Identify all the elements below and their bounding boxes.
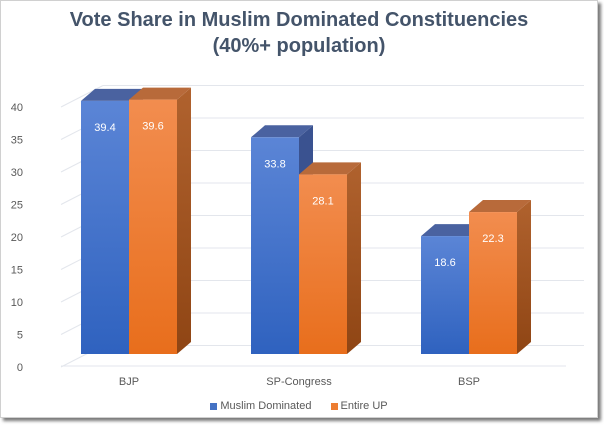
bars: 39.4 39.6 33.8 28.1 18.6 22.3 xyxy=(81,87,531,355)
legend-label: Entire UP xyxy=(340,400,388,412)
y-tick-label: 10 xyxy=(11,297,23,309)
bar-bsp-entire-up[interactable]: 22.3 xyxy=(469,200,531,354)
y-tick-label: 15 xyxy=(11,265,23,277)
data-label: 18.6 xyxy=(434,257,455,269)
legend-item-muslim-dominated[interactable]: Muslim Dominated xyxy=(210,400,311,412)
legend-item-entire-up[interactable]: Entire UP xyxy=(330,400,388,412)
y-tick-label: 0 xyxy=(17,362,23,374)
data-label: 22.3 xyxy=(482,233,503,245)
y-tick-label: 40 xyxy=(11,102,23,114)
data-label: 39.4 xyxy=(94,122,115,134)
legend-swatch-blue xyxy=(210,402,218,410)
y-tick-label: 20 xyxy=(11,232,23,244)
chart-title: Vote Share in Muslim Dominated Constitue… xyxy=(69,9,529,31)
bar-sp-congress-entire-up[interactable]: 28.1 xyxy=(299,162,361,354)
legend-swatch-orange xyxy=(330,402,338,410)
y-tick-label: 35 xyxy=(11,135,23,147)
x-category-label: SP-Congress xyxy=(266,376,332,388)
bar-bjp-entire-up[interactable]: 39.6 xyxy=(129,87,191,354)
data-label: 39.6 xyxy=(142,121,163,133)
chart-subtitle: (40%+ population) xyxy=(212,35,386,57)
y-tick-label: 5 xyxy=(17,330,23,342)
chart-frame: Vote Share in Muslim Dominated Constitue… xyxy=(0,0,598,418)
x-category-label: BSP xyxy=(458,376,480,388)
y-tick-label: 25 xyxy=(11,200,23,212)
data-label: 28.1 xyxy=(312,195,333,207)
legend-label: Muslim Dominated xyxy=(220,400,312,412)
x-axis: BJP SP-Congress BSP xyxy=(119,376,480,388)
y-axis: 0 5 10 15 20 25 30 35 40 xyxy=(11,102,23,374)
y-tick-label: 30 xyxy=(11,167,23,179)
data-label: 33.8 xyxy=(264,158,285,170)
x-category-label: BJP xyxy=(119,376,139,388)
legend: Muslim Dominated Entire UP xyxy=(1,400,597,413)
